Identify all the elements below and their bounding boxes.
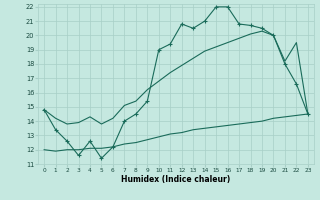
X-axis label: Humidex (Indice chaleur): Humidex (Indice chaleur) <box>121 175 231 184</box>
